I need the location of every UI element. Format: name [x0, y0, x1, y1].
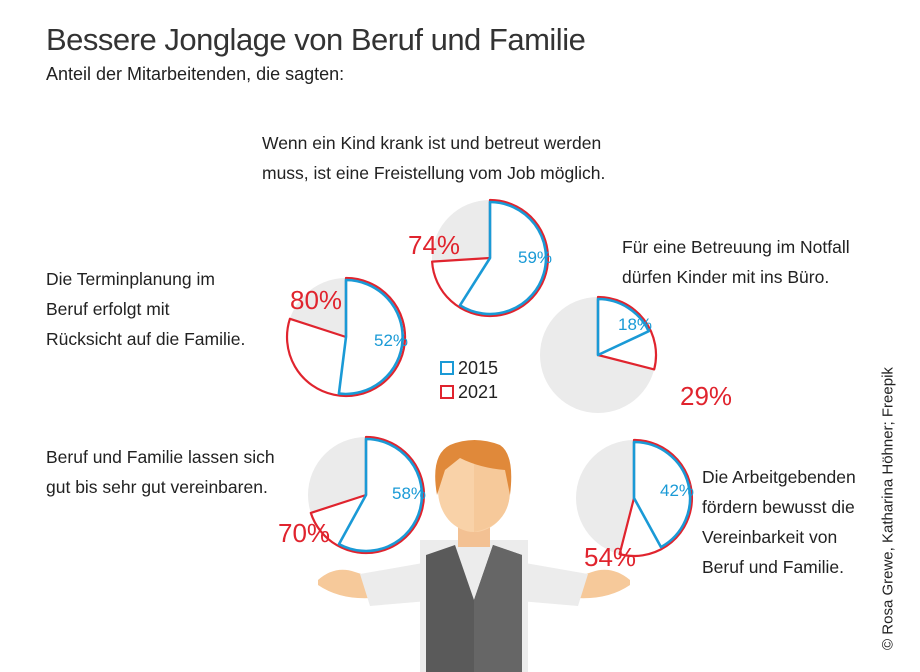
wedge-2015: [596, 297, 650, 357]
label-2015: 52%: [374, 331, 408, 350]
wedge-2015: [337, 437, 424, 553]
question-line: Beruf und Familie.: [702, 557, 845, 577]
legend-swatch-2015: [440, 361, 454, 375]
legend-label-2021: 2021: [458, 382, 499, 402]
label-2021: 74%: [408, 230, 460, 260]
label-2021: 54%: [584, 542, 636, 572]
question-line: dürfen Kinder mit ins Büro.: [622, 267, 830, 287]
question-4: Beruf und Familie lassen sich gut bis seh…: [46, 442, 275, 502]
question-line: Vereinbarkeit von: [702, 527, 838, 547]
label-2015: 58%: [392, 484, 426, 503]
chart-subtitle: Anteil der Mitarbeitenden, die sagten:: [46, 64, 345, 84]
pie-5: 42% 54%: [576, 438, 694, 572]
question-line: muss, ist eine Freistellung vom Job mögl…: [262, 163, 606, 183]
wedge-2015: [337, 278, 404, 396]
legend-label-2015: 2015: [458, 358, 499, 378]
legend: 2015 2021: [440, 356, 498, 404]
question-5: Die Arbeitgebenden fördern bewusst die Ver…: [702, 462, 856, 582]
question-line: Beruf erfolgt mit: [46, 299, 170, 319]
wedge-2015: [458, 200, 548, 316]
chart-title: Bessere Jonglage von Beruf und Familie: [46, 22, 586, 57]
label-2021: 29%: [680, 381, 732, 411]
question-line: Die Arbeitgebenden: [702, 467, 856, 487]
question-2: Die Terminplanung im Beruf erfolgt mit Rüc…: [46, 264, 245, 354]
legend-item-2021: 2021: [440, 380, 498, 404]
legend-item-2015: 2015: [440, 356, 498, 380]
pie-4: 58% 70%: [278, 435, 426, 555]
wedge-2015: [632, 440, 692, 549]
pie-2: 52% 80%: [285, 276, 408, 398]
label-2015: 18%: [618, 315, 652, 334]
question-line: Rücksicht auf die Familie.: [46, 329, 246, 349]
label-2021: 80%: [290, 285, 342, 315]
question-line: Für eine Betreuung im Notfall: [622, 237, 850, 257]
pie-3: 18% 29%: [540, 295, 732, 413]
wedge-2021: [618, 438, 693, 558]
question-3: Für eine Betreuung im Notfall dürfen Kind…: [622, 232, 850, 292]
label-2015: 59%: [518, 248, 552, 267]
pie-1: 59% 74%: [408, 198, 552, 318]
credit-text: © Rosa Grewe, Katharina Höhner; Freepik: [879, 367, 897, 650]
wedge-2021: [309, 435, 426, 555]
label-2015: 42%: [660, 481, 694, 500]
question-line: Die Terminplanung im: [46, 269, 215, 289]
question-line: fördern bewusst die: [702, 497, 855, 517]
question-1: Wenn ein Kind krank ist und betreut werd…: [262, 128, 605, 188]
question-line: gut bis sehr gut vereinbaren.: [46, 477, 268, 497]
question-line: Beruf und Familie lassen sich: [46, 447, 275, 467]
wedge-2021: [596, 295, 658, 371]
question-line: Wenn ein Kind krank ist und betreut werd…: [262, 133, 602, 153]
legend-swatch-2021: [440, 385, 454, 399]
label-2021: 70%: [278, 518, 330, 548]
